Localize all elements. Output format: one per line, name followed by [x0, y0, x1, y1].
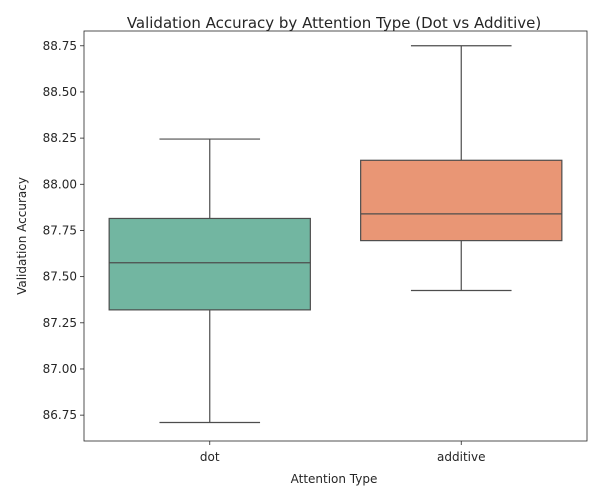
y-tick-label: 86.75: [43, 408, 77, 422]
y-axis-label: Validation Accuracy: [15, 177, 29, 295]
iqr-box: [360, 159, 563, 242]
x-tick-label: additive: [437, 450, 485, 464]
y-tick-label: 88.75: [43, 39, 77, 53]
x-tick-label: dot: [200, 450, 220, 464]
y-tick-label: 88.25: [43, 131, 77, 145]
x-axis-label: Attention Type: [291, 472, 378, 486]
y-tick-label: 88.50: [43, 85, 77, 99]
box-dot: [108, 138, 311, 424]
box-additive: [360, 45, 563, 292]
y-tick-label: 87.75: [43, 223, 77, 237]
y-tick-label: 87.00: [43, 362, 77, 376]
chart-title: Validation Accuracy by Attention Type (D…: [127, 14, 541, 32]
plot-frame: [83, 30, 588, 442]
y-tick-label: 87.50: [43, 270, 77, 284]
y-tick-label: 87.25: [43, 316, 77, 330]
iqr-box: [108, 217, 311, 311]
plot-area: [108, 45, 563, 424]
x-axis: dot additive: [200, 441, 485, 464]
y-axis: 86.75 87.00 87.25 87.50 87.75 88.00 88.25 88.50…: [43, 39, 84, 422]
y-tick-label: 88.00: [43, 177, 77, 191]
